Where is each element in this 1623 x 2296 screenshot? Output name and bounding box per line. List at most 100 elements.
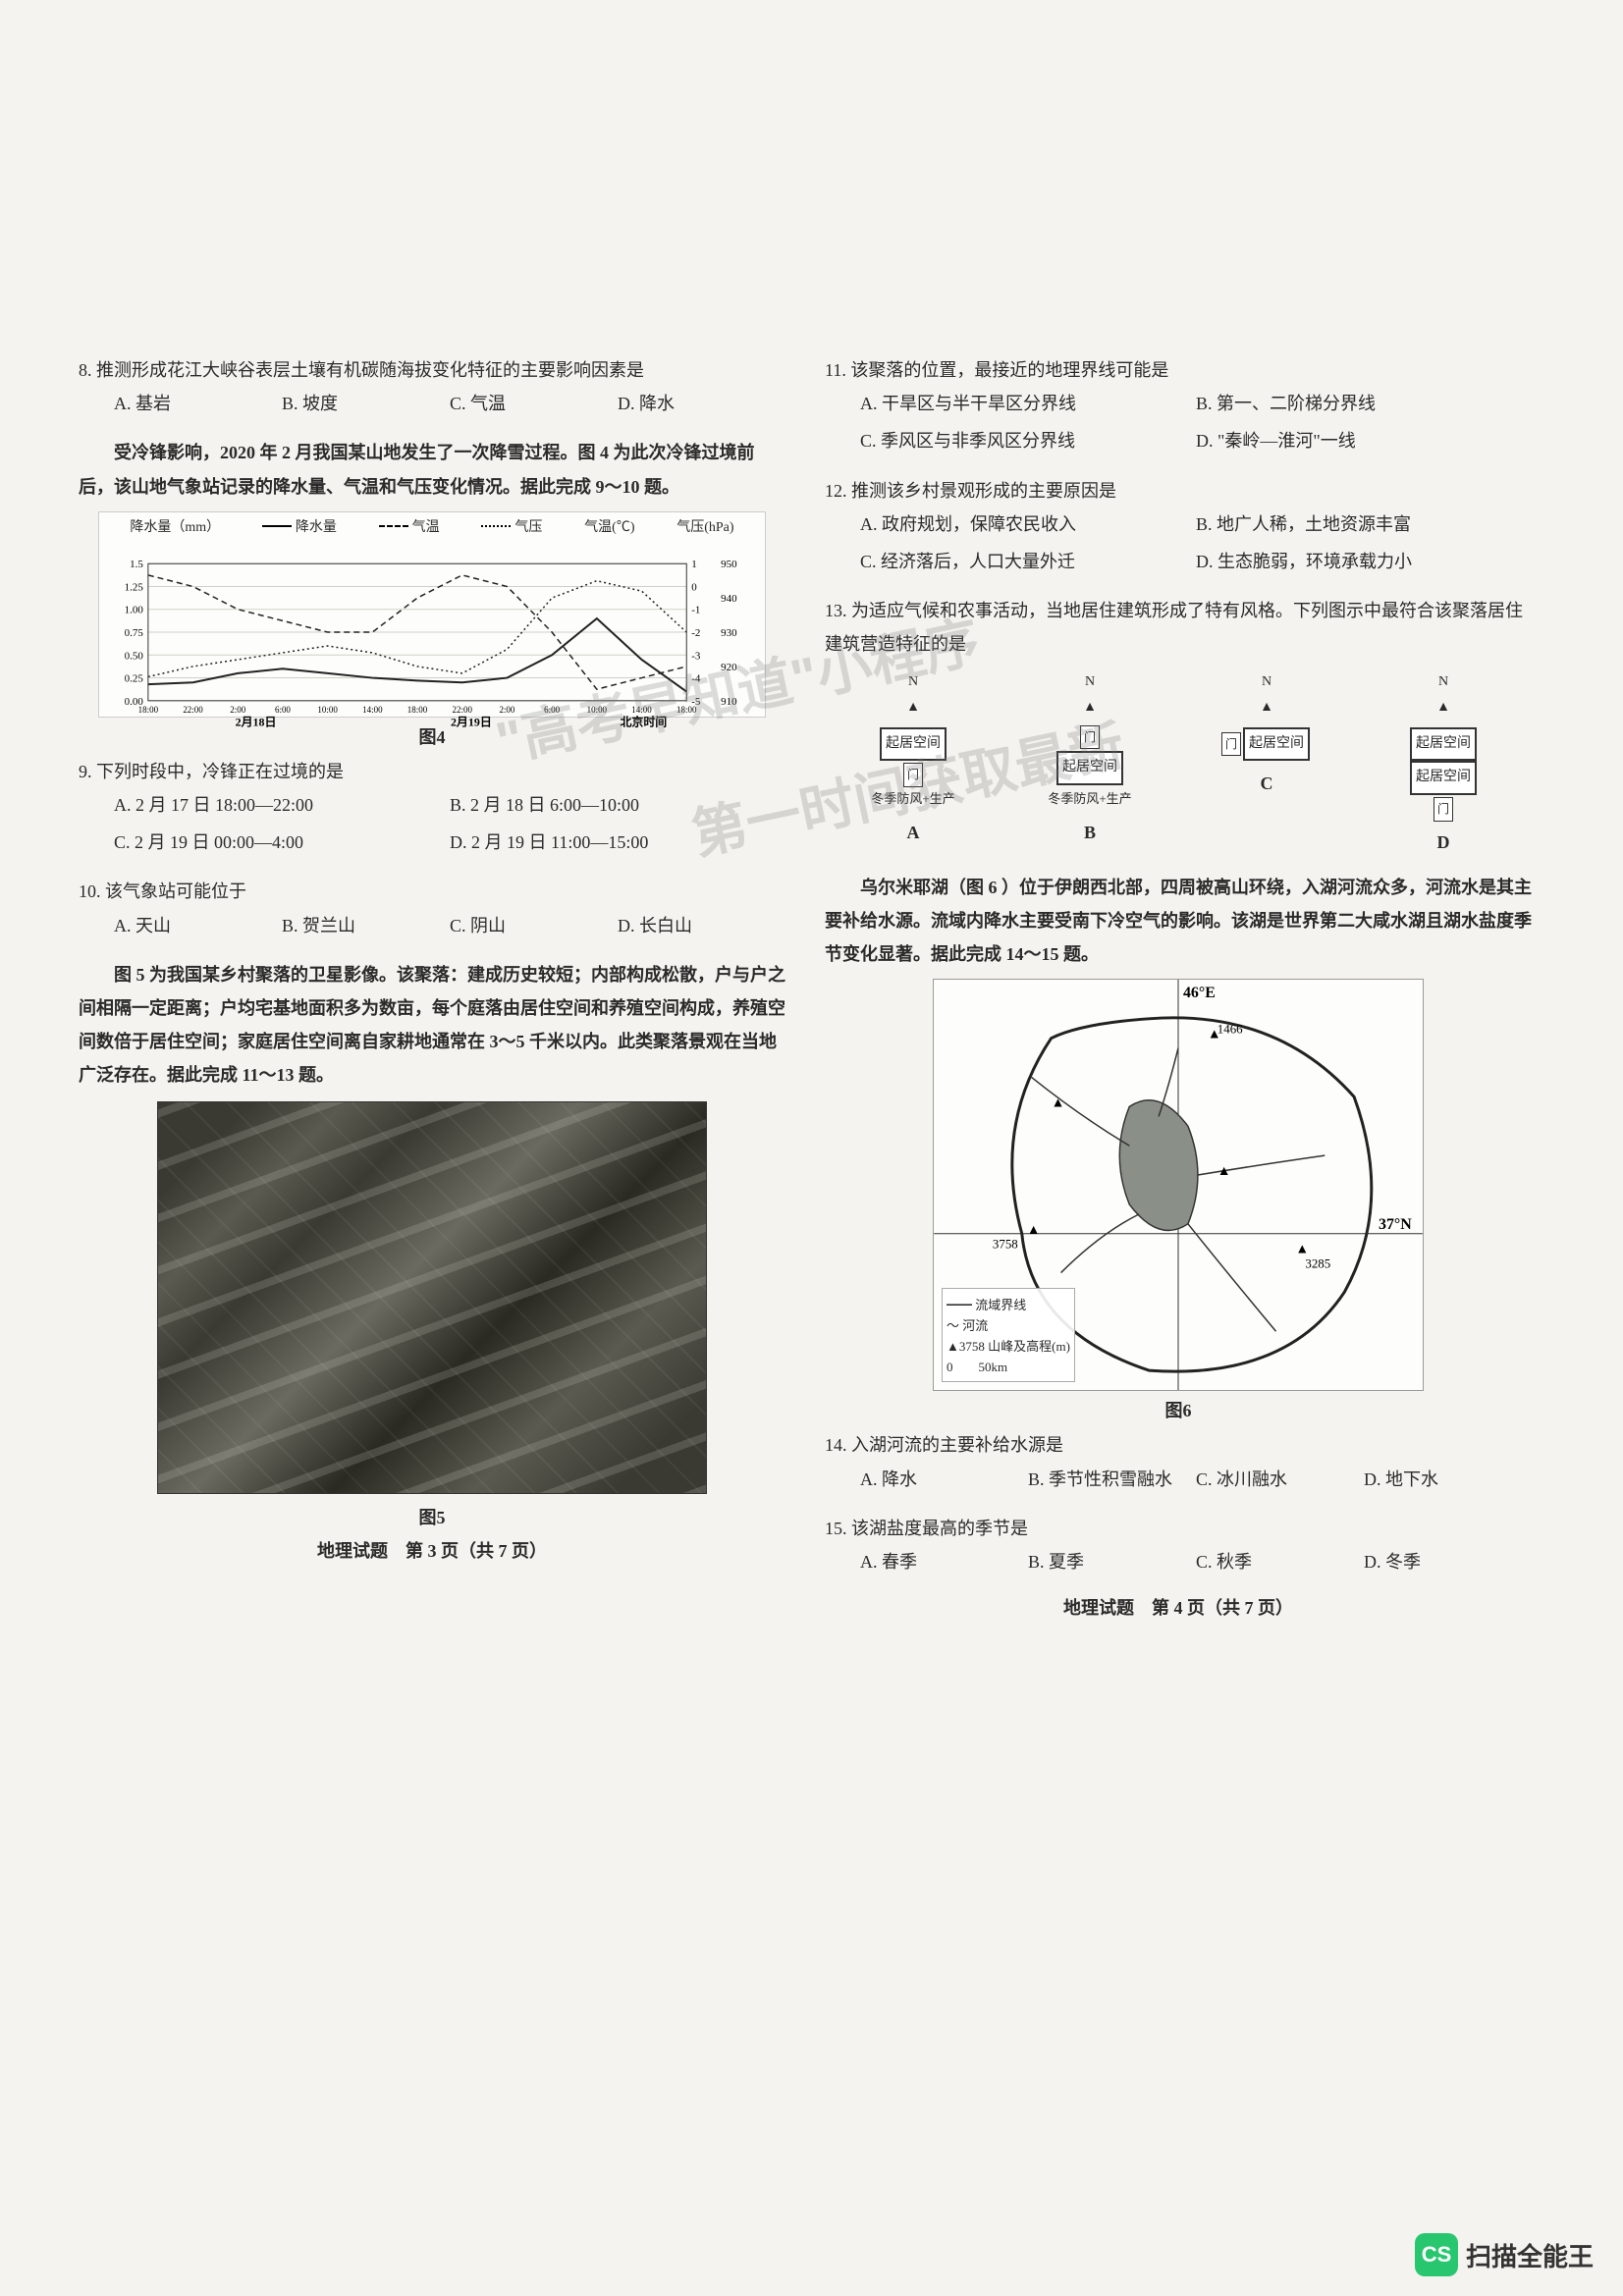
scanner-badge: CS 扫描全能王 bbox=[1415, 2233, 1594, 2276]
fig6-label: 图6 bbox=[825, 1397, 1532, 1422]
q11-options: A. 干旱区与半干旱区分界线 B. 第一、二阶梯分界线 C. 季风区与非季风区分… bbox=[825, 387, 1532, 461]
house-a-note: 冬季防风+生产 bbox=[835, 787, 992, 812]
house-b-door: 门 bbox=[1080, 725, 1100, 750]
q11-opt-d: D. "秦岭—淮河"一线 bbox=[1196, 424, 1532, 457]
figure-4-chart: 降水量（mm） 降水量 气温 气压 气温(℃) 气压(hPa) 1.51.251… bbox=[98, 511, 766, 718]
house-d-label: D bbox=[1365, 826, 1522, 859]
svg-text:18:00: 18:00 bbox=[676, 705, 697, 715]
q12-opt-a: A. 政府规划，保障农民收入 bbox=[860, 507, 1196, 541]
q12-opt-b: B. 地广人稀，土地资源丰富 bbox=[1196, 507, 1532, 541]
svg-text:-2: -2 bbox=[691, 627, 700, 639]
q10-opt-b: B. 贺兰山 bbox=[282, 909, 450, 942]
q12-title: 12. 推测该乡村景观形成的主要原因是 bbox=[825, 474, 1532, 507]
svg-text:910: 910 bbox=[721, 696, 737, 708]
svg-text:18:00: 18:00 bbox=[138, 705, 159, 715]
q15: 15. 该湖盐度最高的季节是 A. 春季 B. 夏季 C. 秋季 D. 冬季 bbox=[825, 1512, 1532, 1582]
house-a: N▲ 起居空间 门 冬季防风+生产 A bbox=[835, 669, 992, 859]
legend-precip: 降水量 bbox=[296, 516, 337, 536]
q11-title: 11. 该聚落的位置，最接近的地理界线可能是 bbox=[825, 353, 1532, 387]
svg-text:2月19日: 2月19日 bbox=[451, 715, 492, 728]
y1-axis-label: 降水量（mm） bbox=[130, 516, 220, 536]
page-footer-right: 地理试题 第 4 页（共 7 页） bbox=[825, 1594, 1532, 1620]
q15-opt-d: D. 冬季 bbox=[1364, 1545, 1532, 1578]
q8-opt-d: D. 降水 bbox=[618, 387, 785, 420]
svg-text:▲: ▲ bbox=[1052, 1096, 1065, 1111]
q8-opt-b: B. 坡度 bbox=[282, 387, 450, 420]
y2-axis-label: 气温(℃) bbox=[584, 516, 634, 536]
q9-opt-b: B. 2 月 18 日 6:00—10:00 bbox=[450, 788, 785, 822]
svg-text:0.75: 0.75 bbox=[125, 627, 144, 639]
svg-text:北京时间: 北京时间 bbox=[620, 714, 667, 728]
q11-opt-c: C. 季风区与非季风区分界线 bbox=[860, 424, 1196, 457]
legend-scale: 0 50km bbox=[947, 1357, 1070, 1375]
q14-opt-c: C. 冰川融水 bbox=[1196, 1463, 1364, 1496]
q10-title: 10. 该气象站可能位于 bbox=[79, 875, 785, 908]
q13-title: 13. 为适应气候和农事活动，当地居住建筑形成了特有风格。下列图示中最符合该聚落… bbox=[825, 594, 1532, 661]
scanner-text: 扫描全能王 bbox=[1466, 2237, 1594, 2273]
house-a-label: A bbox=[835, 816, 992, 849]
q15-options: A. 春季 B. 夏季 C. 秋季 D. 冬季 bbox=[825, 1545, 1532, 1582]
right-column: 11. 该聚落的位置，最接近的地理界线可能是 A. 干旱区与半干旱区分界线 B.… bbox=[825, 353, 1532, 1620]
legend-press: 气压 bbox=[514, 516, 542, 536]
q13: 13. 为适应气候和农事活动，当地居住建筑形成了特有风格。下列图示中最符合该聚落… bbox=[825, 594, 1532, 859]
svg-text:10:00: 10:00 bbox=[317, 705, 338, 715]
map-lat-label: 37°N bbox=[1379, 1216, 1412, 1233]
legend-boundary: ━━ 流域界线 bbox=[947, 1295, 1070, 1313]
q10-opt-d: D. 长白山 bbox=[618, 909, 785, 942]
svg-text:0.25: 0.25 bbox=[125, 672, 144, 684]
house-a-room: 起居空间 bbox=[880, 727, 947, 762]
intro-14-15: 乌尔米耶湖（图 6 ）位于伊朗西北部，四周被高山环绕，入湖河流众多，河流水是其主… bbox=[825, 871, 1532, 972]
svg-text:2月18日: 2月18日 bbox=[236, 715, 277, 728]
svg-text:▲: ▲ bbox=[1027, 1223, 1041, 1238]
svg-text:22:00: 22:00 bbox=[183, 705, 203, 715]
svg-text:1.25: 1.25 bbox=[125, 581, 144, 593]
svg-text:-1: -1 bbox=[691, 605, 700, 616]
q10: 10. 该气象站可能位于 A. 天山 B. 贺兰山 C. 阴山 D. 长白山 bbox=[79, 875, 785, 945]
q8: 8. 推测形成花江大峡谷表层土壤有机碳随海拔变化特征的主要影响因素是 A. 基岩… bbox=[79, 353, 785, 424]
svg-text:14:00: 14:00 bbox=[631, 705, 652, 715]
q15-opt-c: C. 秋季 bbox=[1196, 1545, 1364, 1578]
fig5-label: 图5 bbox=[79, 1504, 785, 1529]
intro-9-10: 受冷锋影响，2020 年 2 月我国某山地发生了一次降雪过程。图 4 为此次冷锋… bbox=[79, 436, 785, 503]
q12-opt-d: D. 生态脆弱，环境承载力小 bbox=[1196, 545, 1532, 578]
svg-text:1.00: 1.00 bbox=[125, 605, 144, 616]
house-a-door: 门 bbox=[903, 763, 923, 787]
q9-title: 9. 下列时段中，冷锋正在过境的是 bbox=[79, 755, 785, 788]
figure-5-satellite-photo bbox=[157, 1101, 707, 1494]
q8-options: A. 基岩 B. 坡度 C. 气温 D. 降水 bbox=[79, 387, 785, 424]
legend-river: ～ 河流 bbox=[947, 1315, 1070, 1334]
press-dot-icon bbox=[481, 525, 511, 527]
q14-opt-a: A. 降水 bbox=[860, 1463, 1028, 1496]
house-d: N▲ 起居空间 起居空间 门 D bbox=[1365, 669, 1522, 859]
svg-text:1: 1 bbox=[691, 559, 696, 570]
q9-opt-a: A. 2 月 17 日 18:00—22:00 bbox=[114, 788, 450, 822]
svg-text:▲: ▲ bbox=[1295, 1243, 1309, 1257]
chart-svg: 1.51.251.000.750.500.250.0010-1-2-3-4-59… bbox=[99, 540, 765, 744]
q10-options: A. 天山 B. 贺兰山 C. 阴山 D. 长白山 bbox=[79, 909, 785, 946]
q12-opt-c: C. 经济落后，人口大量外迁 bbox=[860, 545, 1196, 578]
svg-text:-4: -4 bbox=[691, 672, 701, 684]
q9-opt-c: C. 2 月 19 日 00:00—4:00 bbox=[114, 826, 450, 859]
legend-temp: 气温 bbox=[412, 516, 440, 536]
temp-dash-icon bbox=[379, 525, 408, 527]
svg-text:930: 930 bbox=[721, 627, 737, 639]
chart-legend: 降水量（mm） 降水量 气温 气压 气温(℃) 气压(hPa) bbox=[99, 512, 765, 540]
house-b-note: 冬季防风+生产 bbox=[1011, 787, 1168, 812]
q12-options: A. 政府规划，保障农民收入 B. 地广人稀，土地资源丰富 C. 经济落后，人口… bbox=[825, 507, 1532, 582]
svg-text:22:00: 22:00 bbox=[453, 705, 473, 715]
q9-opt-d: D. 2 月 19 日 11:00—15:00 bbox=[450, 826, 785, 859]
q11: 11. 该聚落的位置，最接近的地理界线可能是 A. 干旱区与半干旱区分界线 B.… bbox=[825, 353, 1532, 462]
q11-opt-b: B. 第一、二阶梯分界线 bbox=[1196, 387, 1532, 420]
svg-text:6:00: 6:00 bbox=[544, 705, 560, 715]
legend-peak: ▲3758 山峰及高程(m) bbox=[947, 1336, 1070, 1355]
q14-opt-d: D. 地下水 bbox=[1364, 1463, 1532, 1496]
svg-text:3758: 3758 bbox=[993, 1237, 1018, 1252]
house-b-label: B bbox=[1011, 816, 1168, 849]
svg-text:920: 920 bbox=[721, 662, 737, 673]
svg-text:950: 950 bbox=[721, 559, 737, 570]
house-c-door: 门 bbox=[1221, 732, 1241, 757]
q10-opt-c: C. 阴山 bbox=[450, 909, 618, 942]
svg-text:1466: 1466 bbox=[1217, 1022, 1243, 1037]
compass-icon: N▲ bbox=[835, 669, 992, 721]
house-d-room1: 起居空间 bbox=[1410, 727, 1477, 762]
